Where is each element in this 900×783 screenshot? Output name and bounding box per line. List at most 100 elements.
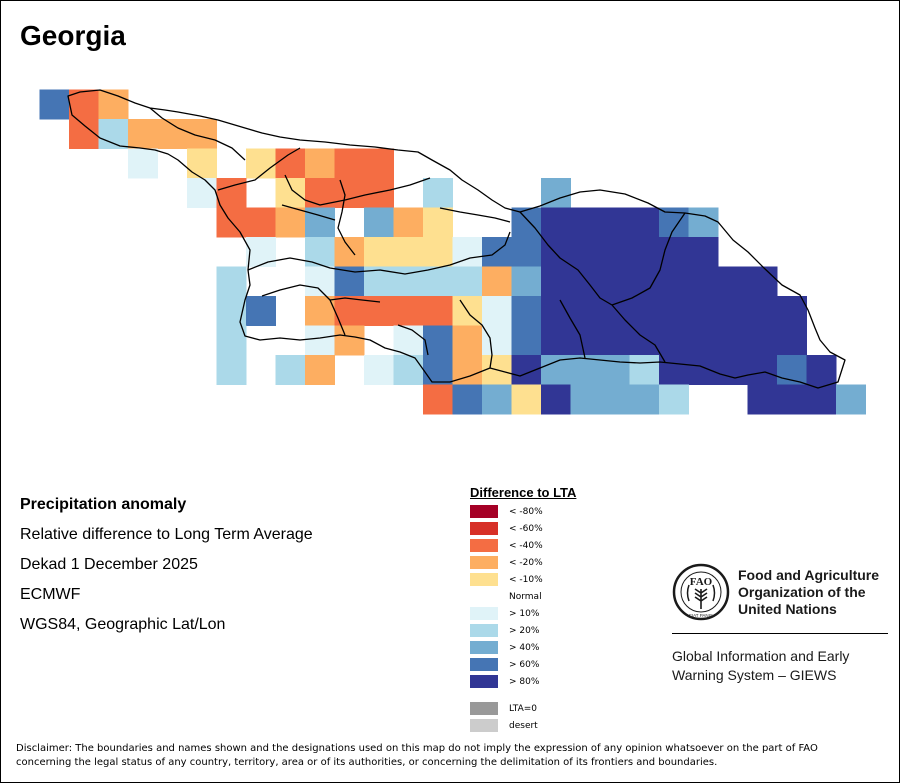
- fao-emblem-icon: FAO FIAT PANIS: [672, 563, 730, 621]
- anomaly-cell: [275, 355, 306, 385]
- legend-class-row: > 40%: [470, 639, 576, 656]
- legend-class-swatch: [470, 675, 498, 688]
- legend-class-swatch: [470, 573, 498, 586]
- anomaly-cell: [334, 148, 365, 179]
- legend-class-swatch: [470, 505, 498, 518]
- anomaly-cell: [423, 207, 453, 238]
- anomaly-cell: [570, 207, 601, 238]
- anomaly-cell: [128, 119, 158, 149]
- legend: Difference to LTA < -80% < -60% < -40% < -2…: [470, 485, 576, 734]
- anomaly-cell: [600, 384, 630, 415]
- legend-class-row: < -80%: [470, 503, 576, 520]
- anomaly-cell: [600, 237, 630, 267]
- giews-line: Global Information and Early: [672, 648, 850, 664]
- anomaly-cell: [600, 207, 630, 238]
- anomaly-cell: [482, 384, 512, 415]
- legend-class-swatch: [470, 624, 498, 637]
- anomaly-cell: [570, 384, 601, 415]
- anomaly-cell: [629, 296, 660, 326]
- region-border: [559, 299, 586, 359]
- legend-extra: LTA=0 desert: [470, 700, 576, 734]
- svg-text:FAO: FAO: [690, 576, 713, 588]
- anomaly-cell: [688, 325, 719, 356]
- anomaly-cell: [747, 384, 778, 415]
- anomaly-cell: [541, 384, 571, 415]
- legend-class-label: > 60%: [509, 659, 540, 670]
- anomaly-cell: [747, 296, 778, 326]
- anomaly-cell: [541, 207, 571, 238]
- disclaimer-line: concerning the legal status of any count…: [16, 757, 718, 768]
- anomaly-cell: [216, 266, 247, 297]
- anomaly-cell: [747, 266, 778, 297]
- anomaly-cell: [629, 266, 660, 297]
- anomaly-cell: [659, 384, 689, 415]
- anomaly-cell: [629, 237, 660, 267]
- legend-extra-row: desert: [470, 717, 576, 734]
- legend-class-label: > 40%: [509, 642, 540, 653]
- legend-class-label: > 80%: [509, 676, 540, 687]
- giews-line: Warning System – GIEWS: [672, 667, 837, 683]
- anomaly-cell: [423, 384, 453, 415]
- region-border: [261, 284, 346, 336]
- legend-class-row: > 20%: [470, 622, 576, 639]
- anomaly-cell: [688, 266, 719, 297]
- anomaly-cell: [275, 178, 306, 208]
- anomaly-cell: [364, 355, 394, 385]
- anomaly-cell: [541, 266, 571, 297]
- anomaly-cell: [305, 355, 335, 385]
- anomaly-cell: [659, 325, 689, 356]
- legend-extra-label: LTA=0: [509, 703, 537, 714]
- anomaly-cell: [629, 207, 660, 238]
- anomaly-cell: [688, 237, 719, 267]
- anomaly-cell: [157, 119, 188, 149]
- info-line: Dekad 1 December 2025: [20, 556, 198, 573]
- anomaly-cell: [806, 384, 837, 415]
- anomaly-cell: [305, 325, 335, 356]
- anomaly-cell: [334, 178, 365, 208]
- legend-class-row: < -20%: [470, 554, 576, 571]
- anomaly-cell: [452, 325, 483, 356]
- anomaly-cell: [511, 237, 542, 267]
- anomaly-cell: [659, 296, 689, 326]
- fao-organization-name: Food and Agriculture Organization of the…: [738, 567, 879, 618]
- region-border: [217, 147, 301, 191]
- anomaly-cell: [629, 325, 660, 356]
- legend-class-label: > 20%: [509, 625, 540, 636]
- anomaly-map: [39, 89, 866, 415]
- anomaly-cell: [246, 207, 276, 238]
- anomaly-cell: [570, 325, 601, 356]
- anomaly-cell: [216, 178, 247, 208]
- anomaly-cell: [393, 296, 424, 326]
- region-border: [247, 231, 511, 275]
- anomaly-cell: [393, 325, 424, 356]
- anomaly-cell: [570, 296, 601, 326]
- anomaly-cell: [836, 384, 866, 415]
- anomaly-cell: [128, 148, 158, 179]
- anomaly-cell: [482, 325, 512, 356]
- anomaly-cell: [482, 266, 512, 297]
- anomaly-cell: [511, 207, 542, 238]
- anomaly-cell: [777, 325, 807, 356]
- anomaly-cell: [423, 237, 453, 267]
- legend-class-row: < -60%: [470, 520, 576, 537]
- legend-class-label: < -20%: [509, 557, 543, 568]
- anomaly-cell: [423, 296, 453, 326]
- anomaly-cell: [511, 384, 542, 415]
- legend-class-row: > 60%: [470, 656, 576, 673]
- anomaly-cell: [275, 207, 306, 238]
- region-border: [459, 299, 493, 369]
- anomaly-cell: [187, 148, 217, 179]
- legend-classes: < -80% < -60% < -40% < -20% < -10% Normal > 10…: [470, 503, 576, 690]
- fao-name-line: Organization of the: [738, 584, 866, 600]
- anomaly-cell: [364, 237, 394, 267]
- anomaly-cell: [600, 325, 630, 356]
- anomaly-cell: [246, 148, 276, 179]
- anomaly-cell: [482, 237, 512, 267]
- anomaly-cell: [688, 296, 719, 326]
- map-info: Precipitation anomaly Relative differenc…: [20, 490, 313, 640]
- legend-class-swatch: [470, 658, 498, 671]
- anomaly-cell: [452, 266, 483, 297]
- anomaly-cell: [718, 355, 748, 385]
- anomaly-cell: [629, 355, 660, 385]
- region-border: [519, 211, 613, 306]
